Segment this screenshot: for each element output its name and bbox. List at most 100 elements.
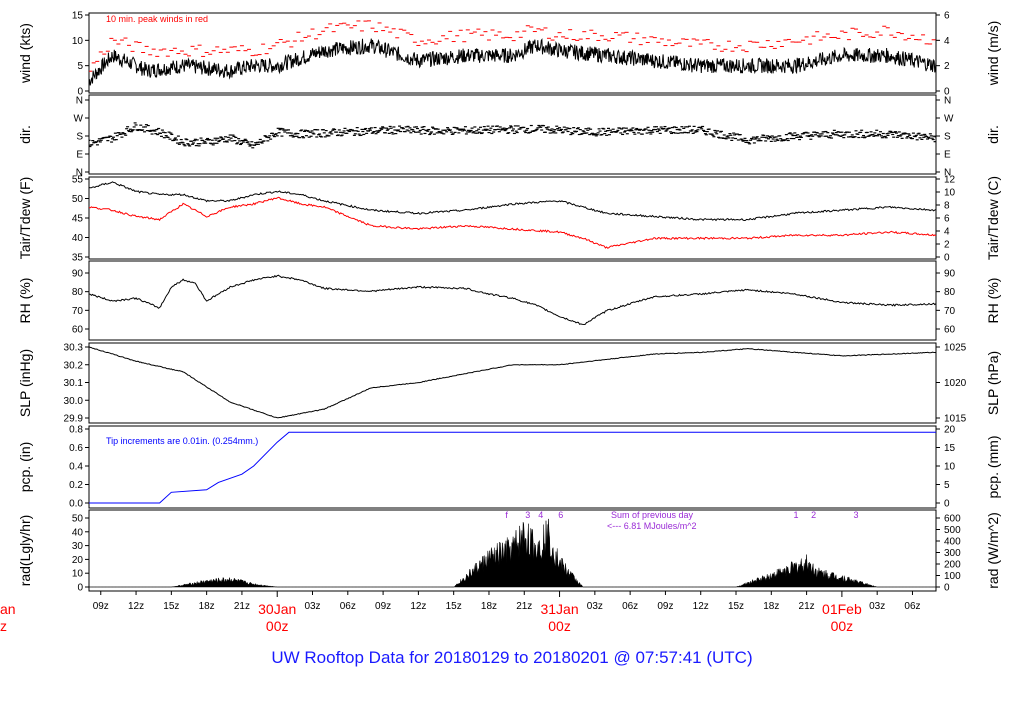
day-label-hour: 00z	[548, 618, 571, 634]
x-tick-label: 09z	[657, 601, 673, 612]
precip-line	[89, 431, 936, 504]
plot-area-sea_level_pressure	[89, 346, 936, 419]
left-tick-label: 5	[77, 61, 83, 72]
radiation-annotation-line2: <--- 6.81 MJoules/m^2	[607, 521, 697, 531]
left-tick-label: 29.9	[64, 414, 84, 425]
plot-area-temperature	[89, 181, 936, 249]
day-label-date: 01Feb	[822, 601, 862, 617]
ylabel-right-wind: wind (m/s)	[985, 21, 1001, 87]
left-tick-label: 0.8	[69, 425, 83, 436]
day-label-hour: 00z	[831, 618, 854, 634]
left-tick-label: 40	[72, 527, 84, 538]
left-tick-label: 80	[72, 287, 84, 298]
partial-day-hour: z	[0, 618, 7, 634]
dewpoint-line	[89, 196, 936, 249]
right-tick-label: S	[944, 132, 951, 143]
left-tick-label: 0	[77, 87, 83, 98]
left-tick-label: 55	[72, 175, 84, 186]
right-tick-label: 8	[944, 201, 950, 212]
radiation-marker: 3	[853, 510, 858, 520]
sea_level_pressure-line	[89, 346, 936, 419]
left-tick-label: 0.6	[69, 443, 83, 454]
panel-frame-wind	[88, 12, 937, 94]
left-tick-label: W	[74, 114, 84, 125]
right-tick-label: 6	[944, 214, 950, 225]
wind-annotation: 10 min. peak winds in red	[106, 14, 208, 24]
plot-area-precipitation	[89, 431, 936, 504]
right-tick-label: 4	[944, 36, 950, 47]
right-tick-label: 20	[944, 425, 956, 436]
left-tick-label: 10	[72, 569, 84, 580]
left-tick-label: N	[76, 168, 83, 179]
radiation-marker: 4	[538, 510, 543, 520]
left-tick-label: 0.4	[69, 462, 83, 473]
plot-area-direction	[89, 122, 936, 149]
left-tick-label: 50	[72, 194, 84, 205]
x-tick-label: 15z	[728, 601, 744, 612]
panel-frame-precipitation	[88, 425, 937, 509]
left-tick-label: 15	[72, 11, 84, 22]
radiation-annotation-line1: Sum of previous day	[611, 510, 694, 520]
x-tick-label: 18z	[481, 601, 497, 612]
x-tick-label: 03z	[869, 601, 885, 612]
left-tick-label: 50	[72, 514, 84, 525]
right-tick-label: 100	[944, 571, 961, 582]
ylabel-right-relative_humidity: RH (%)	[985, 278, 1001, 324]
right-tick-label: 0	[944, 87, 950, 98]
radiation-marker: 1	[794, 510, 799, 520]
right-tick-label: 70	[944, 306, 956, 317]
left-tick-label: 0.0	[69, 499, 83, 510]
left-tick-label: 40	[72, 233, 84, 244]
right-tick-label: 12	[944, 175, 956, 186]
x-tick-label: 03z	[304, 601, 320, 612]
ylabel-right-direction: dir.	[985, 125, 1001, 144]
right-tick-label: N	[944, 168, 951, 179]
x-tick-label: 06z	[904, 601, 920, 612]
left-tick-label: 0.2	[69, 480, 83, 491]
right-tick-label: 600	[944, 514, 961, 525]
right-tick-label: 4	[944, 227, 950, 238]
day-label-date: 30Jan	[258, 601, 296, 617]
x-tick-label: 06z	[622, 601, 638, 612]
relative_humidity-line	[89, 274, 936, 326]
right-tick-label: 500	[944, 525, 961, 536]
wind-series-line	[89, 38, 936, 86]
left-tick-label: 10	[72, 36, 84, 47]
partial-day-date: an	[0, 601, 16, 617]
x-tick-label: 21z	[799, 601, 815, 612]
panel-frame-sea_level_pressure	[88, 342, 937, 424]
right-tick-label: 90	[944, 269, 956, 280]
left-tick-label: 90	[72, 269, 84, 280]
left-tick-label: 35	[72, 253, 84, 264]
left-tick-label: S	[76, 132, 83, 143]
ylabel-left-sea_level_pressure: SLP (inHg)	[17, 349, 33, 417]
right-tick-label: 60	[944, 325, 956, 336]
right-tick-label: 5	[944, 480, 950, 491]
x-tick-label: 21z	[516, 601, 532, 612]
plot-area-relative_humidity	[89, 274, 936, 326]
left-tick-label: 30.3	[64, 343, 84, 354]
ylabel-right-sea_level_pressure: SLP (hPa)	[985, 351, 1001, 415]
x-tick-label: 09z	[375, 601, 391, 612]
x-tick-label: 15z	[446, 601, 462, 612]
x-tick-label: 03z	[587, 601, 603, 612]
x-tick-label: 12z	[128, 601, 144, 612]
day-label-date: 31Jan	[540, 601, 578, 617]
ylabel-left-radiation: rad(Lgly/hr)	[17, 515, 33, 587]
plot-area-radiation	[89, 518, 936, 588]
right-tick-label: 200	[944, 560, 961, 571]
right-tick-label: 300	[944, 548, 961, 559]
right-tick-label: 15	[944, 443, 956, 454]
right-tick-label: 0	[944, 499, 950, 510]
right-tick-label: 2	[944, 61, 950, 72]
radiation-marker: 2	[811, 510, 816, 520]
left-tick-label: 0	[77, 583, 83, 594]
ylabel-left-wind: wind (kts)	[17, 23, 33, 84]
x-tick-label: 18z	[199, 601, 215, 612]
right-tick-label: 0	[944, 253, 950, 264]
x-tick-label: 06z	[340, 601, 356, 612]
x-tick-label: 12z	[693, 601, 709, 612]
right-tick-label: 80	[944, 287, 956, 298]
right-tick-label: 1015	[944, 414, 967, 425]
